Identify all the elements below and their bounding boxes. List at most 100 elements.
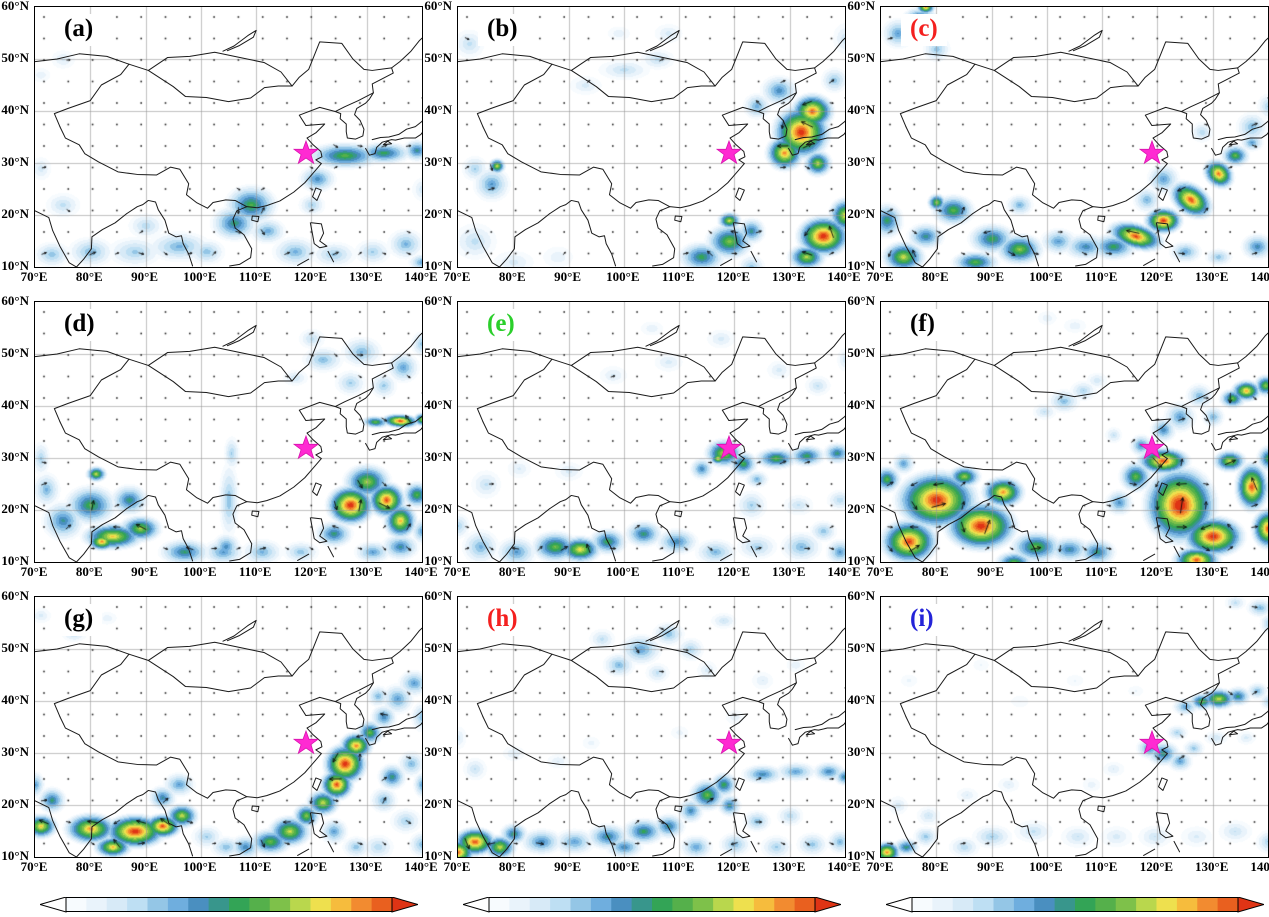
x-tick-label: 140°E bbox=[404, 564, 438, 579]
y-tick-label: 20°N bbox=[847, 501, 875, 516]
y-tick-label: 20°N bbox=[424, 796, 452, 811]
colorbar-over-arrow bbox=[391, 896, 420, 913]
colorbar-segment bbox=[489, 897, 510, 912]
map-area: (d) bbox=[34, 301, 423, 563]
y-tick-label: 40°N bbox=[847, 692, 875, 707]
y-tick-label: 20°N bbox=[1, 796, 29, 811]
colorbar-segment bbox=[188, 897, 210, 912]
colorbar-over-arrow bbox=[1237, 896, 1266, 913]
x-tick-label: 70°E bbox=[443, 859, 471, 874]
map-area: (b) bbox=[457, 6, 846, 268]
colorbar-scale bbox=[884, 896, 1266, 913]
y-tick-label: 30°N bbox=[424, 154, 452, 169]
x-tick-label: 100°E bbox=[183, 859, 217, 874]
x-tick-label: 80°E bbox=[75, 564, 103, 579]
colorbar-segment bbox=[993, 897, 1015, 912]
x-tick-label: 90°E bbox=[131, 564, 158, 579]
x-axis-labels: 70°E 80°E 90°E 100°E 110°E 120°E 130°E 140°E bbox=[867, 563, 1269, 585]
x-tick-label: 140°E bbox=[827, 269, 861, 284]
x-tick-label: 90°E bbox=[554, 269, 581, 284]
colorbar-segment bbox=[509, 897, 531, 912]
colorbar-segment bbox=[147, 897, 169, 912]
colorbar-segment bbox=[1197, 897, 1219, 912]
y-tick-label: 10°N bbox=[1, 258, 29, 273]
y-tick-label: 50°N bbox=[1, 345, 29, 360]
map-canvas bbox=[881, 302, 1268, 562]
colorbar-scale bbox=[461, 896, 843, 913]
x-tick-label: 120°E bbox=[1139, 564, 1174, 579]
y-tick-label: 10°N bbox=[847, 258, 875, 273]
colorbar-segment bbox=[167, 897, 189, 912]
colorbar-over-arrow bbox=[814, 896, 843, 913]
y-axis-labels: 60°N 50°N 40°N 30°N 20°N 10°N bbox=[423, 588, 455, 863]
x-tick-label: 110°E bbox=[238, 859, 272, 874]
panel-g: 60°N 50°N 40°N 30°N 20°N 10°N (g) 70°E 80°E 90°… bbox=[0, 588, 437, 891]
y-axis-labels: 60°N 50°N 40°N 30°N 20°N 10°N bbox=[423, 0, 455, 273]
y-tick-label: 10°N bbox=[424, 848, 452, 863]
colorbar-segment bbox=[794, 897, 816, 912]
x-tick-label: 140°E bbox=[404, 269, 438, 284]
colorbar-segment bbox=[774, 897, 796, 912]
colorbar-segment bbox=[652, 897, 673, 912]
colorbar: 2003004005006007008009001000 bbox=[884, 896, 1266, 917]
x-tick-label: 140°E bbox=[404, 859, 438, 874]
y-tick-label: 30°N bbox=[1, 449, 29, 464]
colorbar-segment bbox=[1156, 897, 1178, 912]
x-tick-label: 140°E bbox=[1250, 564, 1269, 579]
map-area: (i) bbox=[880, 596, 1269, 858]
y-tick-label: 20°N bbox=[1, 206, 29, 221]
y-tick-label: 20°N bbox=[847, 796, 875, 811]
x-tick-label: 130°E bbox=[349, 564, 383, 579]
colorbar-segment bbox=[753, 897, 775, 912]
colorbar: 2003004005006007008009001000 bbox=[38, 896, 420, 917]
colorbar-segment bbox=[1136, 897, 1157, 912]
y-tick-label: 50°N bbox=[1, 640, 29, 655]
colorbar-segment bbox=[631, 897, 653, 912]
colorbar-segment bbox=[310, 897, 332, 912]
x-tick-label: 120°E bbox=[1139, 859, 1174, 874]
x-tick-label: 120°E bbox=[716, 859, 751, 874]
y-tick-label: 20°N bbox=[424, 206, 452, 221]
x-tick-label: 80°E bbox=[921, 564, 949, 579]
y-tick-label: 50°N bbox=[424, 50, 452, 65]
x-tick-label: 120°E bbox=[293, 859, 328, 874]
y-tick-label: 30°N bbox=[847, 744, 875, 759]
y-tick-label: 50°N bbox=[424, 640, 452, 655]
colorbar-segment bbox=[208, 897, 230, 912]
colorbar-segment bbox=[570, 897, 592, 912]
panel-label: (g) bbox=[55, 604, 103, 636]
x-tick-label: 70°E bbox=[866, 859, 894, 874]
y-tick-label: 40°N bbox=[847, 397, 875, 412]
y-tick-label: 60°N bbox=[847, 0, 875, 13]
map-area: (h) bbox=[457, 596, 846, 858]
x-tick-label: 70°E bbox=[866, 269, 894, 284]
figure-column-3: 60°N 50°N 40°N 30°N 20°N 10°N (c) 70°E 80°E 90°… bbox=[846, 0, 1269, 917]
x-tick-label: 130°E bbox=[349, 859, 383, 874]
x-tick-label: 110°E bbox=[238, 269, 272, 284]
x-axis-labels: 70°E 80°E 90°E 100°E 110°E 120°E 130°E 140°E bbox=[444, 858, 861, 880]
map-canvas bbox=[35, 597, 422, 857]
map-canvas bbox=[458, 7, 845, 267]
panel-label: (f) bbox=[901, 309, 944, 341]
y-tick-label: 50°N bbox=[847, 345, 875, 360]
y-tick-label: 30°N bbox=[1, 154, 29, 169]
y-tick-label: 10°N bbox=[847, 553, 875, 568]
panel-label: (e) bbox=[478, 309, 524, 341]
y-tick-label: 60°N bbox=[847, 588, 875, 603]
colorbar-segment bbox=[912, 897, 933, 912]
x-tick-label: 140°E bbox=[827, 859, 861, 874]
panel-i: 60°N 50°N 40°N 30°N 20°N 10°N (i) 70°E 80°E 90°… bbox=[846, 588, 1269, 891]
x-tick-label: 80°E bbox=[498, 564, 526, 579]
y-tick-label: 10°N bbox=[424, 553, 452, 568]
map-area: (e) bbox=[457, 301, 846, 563]
x-tick-label: 110°E bbox=[661, 564, 695, 579]
x-tick-label: 90°E bbox=[554, 859, 581, 874]
x-tick-label: 70°E bbox=[443, 564, 471, 579]
y-axis-labels: 60°N 50°N 40°N 30°N 20°N 10°N bbox=[0, 588, 32, 863]
y-tick-label: 40°N bbox=[424, 692, 452, 707]
panel-label: (b) bbox=[478, 14, 527, 46]
x-tick-label: 130°E bbox=[349, 269, 383, 284]
colorbar-segment bbox=[952, 897, 974, 912]
y-tick-label: 10°N bbox=[424, 258, 452, 273]
colorbar-segment bbox=[611, 897, 633, 912]
